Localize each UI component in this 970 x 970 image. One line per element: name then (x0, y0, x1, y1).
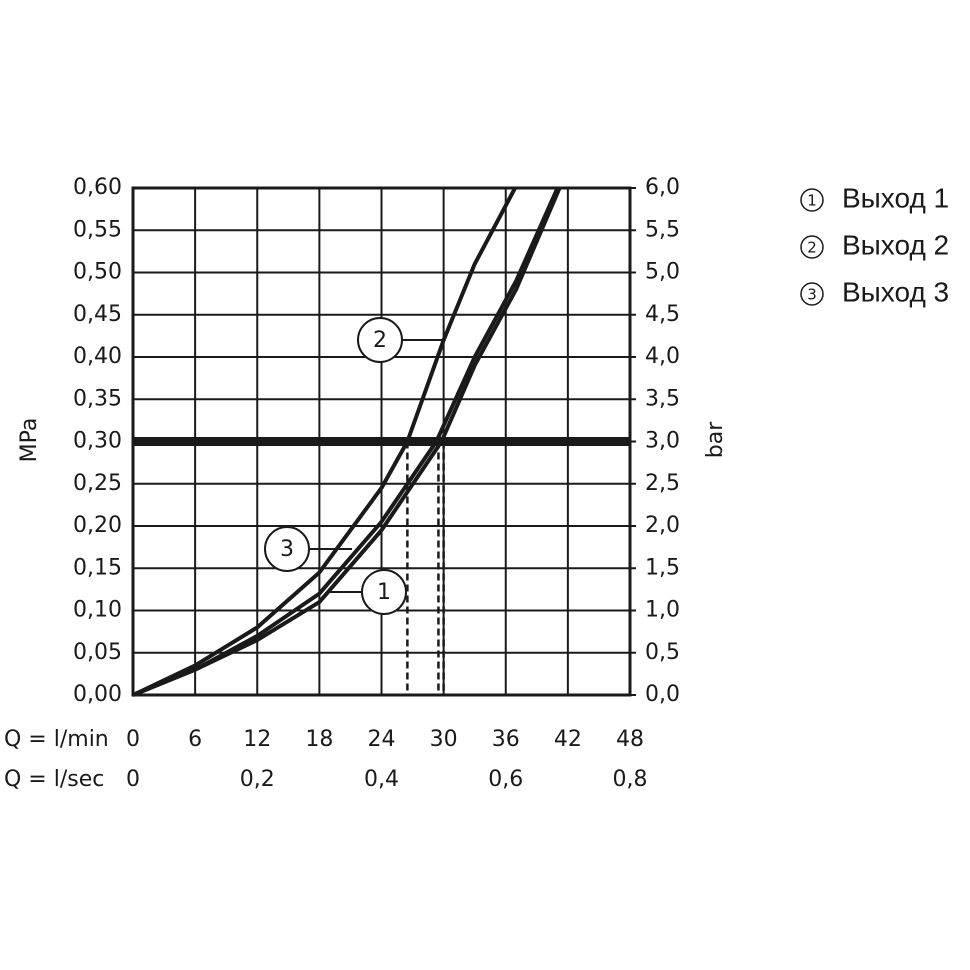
y2-tick-label: 6,0 (645, 175, 680, 200)
x2-tick-label: 0,2 (240, 767, 275, 792)
y-axis-label: MPa (17, 418, 42, 463)
legend-label: Выход 1 (842, 182, 949, 213)
x-tick-label: 30 (430, 727, 458, 752)
x-tick-label: 0 (126, 727, 140, 752)
y2-axis-label: bar (703, 421, 728, 458)
callout-label: 1 (377, 580, 391, 605)
y2-tick-label: 2,5 (645, 471, 680, 496)
y-tick-label: 0,55 (73, 217, 122, 242)
x-tick-label: 12 (243, 727, 271, 752)
x2-tick-label: 0,4 (364, 767, 399, 792)
x-tick-label: 48 (616, 727, 644, 752)
y2-tick-label: 3,5 (645, 386, 680, 411)
x2-tick-label: 0 (126, 767, 140, 792)
legend-circle (800, 188, 824, 212)
x-tick-label: 18 (305, 727, 333, 752)
y-tick-label: 0,00 (73, 682, 122, 707)
y-tick-label: 0,45 (73, 302, 122, 327)
x2-tick-label: 0,8 (613, 767, 648, 792)
series-line (132, 187, 560, 697)
y2-tick-label: 5,0 (645, 260, 680, 285)
callout-label: 2 (373, 328, 387, 353)
y2-tick-label: 1,5 (645, 555, 680, 580)
legend-label: Выход 2 (842, 229, 949, 260)
y-tick-label: 0,05 (73, 640, 122, 665)
legend-number: 2 (807, 239, 817, 257)
series-line (132, 187, 517, 697)
x2-tick-label: 0,6 (488, 767, 523, 792)
y-tick-label: 0,40 (73, 344, 122, 369)
y-tick-label: 0,25 (73, 471, 122, 496)
y-tick-label: 0,10 (73, 598, 122, 623)
y2-tick-label: 0,0 (645, 682, 680, 707)
callout-label: 3 (280, 537, 294, 562)
x-tick-label: 24 (368, 727, 396, 752)
legend-label: Выход 3 (842, 276, 949, 307)
legend-number: 3 (807, 286, 817, 304)
legend-circle (800, 282, 824, 306)
x-tick-label: 6 (188, 727, 202, 752)
y-tick-label: 0,30 (73, 429, 122, 454)
callout-circle (361, 569, 407, 615)
y-tick-label: 0,20 (73, 513, 122, 538)
y-tick-label: 0,15 (73, 555, 122, 580)
x-tick-label: 36 (492, 727, 520, 752)
y-tick-label: 0,35 (73, 386, 122, 411)
y2-tick-label: 0,5 (645, 640, 680, 665)
legend-number: 1 (807, 192, 817, 210)
y2-tick-label: 2,0 (645, 513, 680, 538)
y2-tick-label: 4,0 (645, 344, 680, 369)
y-tick-label: 0,60 (73, 175, 122, 200)
callout-circle (264, 526, 310, 572)
y2-tick-label: 1,0 (645, 598, 680, 623)
x2-axis-label: Q = l/sec (4, 767, 104, 792)
legend-circle (800, 235, 824, 259)
callout-circle (357, 317, 403, 363)
x-tick-label: 42 (554, 727, 582, 752)
y2-tick-label: 3,0 (645, 429, 680, 454)
y2-tick-label: 5,5 (645, 217, 680, 242)
y2-tick-label: 4,5 (645, 302, 680, 327)
y-tick-label: 0,50 (73, 260, 122, 285)
x-axis-label: Q = l/min (4, 727, 109, 752)
